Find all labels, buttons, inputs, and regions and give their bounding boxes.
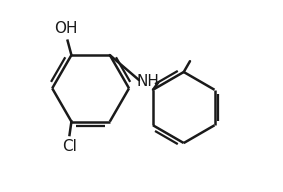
Text: NH: NH bbox=[137, 74, 160, 89]
Text: Cl: Cl bbox=[62, 139, 77, 154]
Text: OH: OH bbox=[54, 21, 78, 36]
